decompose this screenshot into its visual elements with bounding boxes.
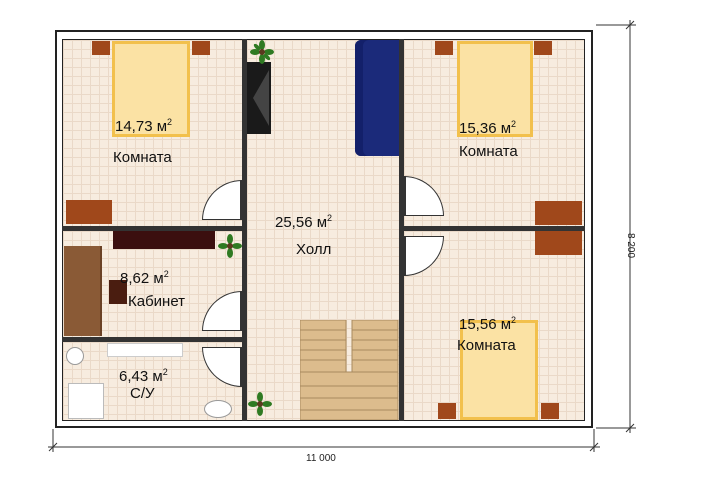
partition-left-horizontal-2 (62, 337, 243, 342)
dresser-top-right (535, 201, 582, 225)
plant-icon (250, 40, 274, 64)
shower-icon (68, 383, 104, 419)
nightstand-right-1 (435, 41, 453, 55)
nightstand-br-1 (438, 403, 456, 419)
inner-wall-bottom (62, 420, 585, 421)
bathroom-name: С/У (130, 385, 155, 402)
desk (64, 246, 102, 336)
bookshelf (113, 231, 215, 249)
dresser-top-left (66, 200, 112, 224)
nightstand-left-1 (92, 41, 110, 55)
partition-left-vertical (242, 39, 247, 421)
partition-right-vertical (399, 39, 404, 421)
bed-top-right (457, 41, 533, 137)
bedroom-top-right-area: 15,36 м2 (459, 119, 517, 137)
nightstand-left-2 (192, 41, 210, 55)
toilet-icon (204, 400, 232, 418)
door-bathroom (202, 347, 242, 387)
bed-bottom-right (460, 320, 538, 420)
study-name: Кабинет (128, 293, 186, 310)
dimension-height: 8 200 (625, 232, 637, 259)
inner-wall-top (62, 39, 585, 40)
plant-icon (248, 392, 272, 416)
nightstand-right-2 (534, 41, 552, 55)
outer-wall-top (55, 30, 593, 32)
hall-area: 25,56 м2 (275, 213, 333, 231)
bed-top-left (112, 41, 190, 137)
chair (109, 280, 127, 304)
dimension-width: 11 000 (306, 453, 336, 464)
outer-wall-left (55, 30, 57, 428)
outer-wall-bottom (55, 426, 593, 428)
hall-name: Холл (296, 241, 332, 258)
dresser-bottom-right (535, 231, 582, 255)
partition-left-horizontal-1 (62, 226, 243, 231)
plant-icon (218, 234, 242, 258)
partition-right-horizontal (403, 226, 585, 231)
study-area: 8,62 м2 (120, 269, 169, 287)
stairs (300, 320, 399, 420)
bathroom-area: 6,43 м2 (119, 367, 168, 385)
bedroom-top-left-name: Комната (113, 149, 172, 166)
bath-counter (107, 343, 183, 357)
nightstand-br-2 (541, 403, 559, 419)
sink-icon (66, 347, 84, 365)
outer-wall-right (591, 30, 593, 428)
bedroom-top-left-area: 14,73 м2 (115, 117, 173, 135)
sofa-icon (355, 40, 399, 156)
tv-icon (247, 62, 271, 134)
bedroom-bottom-right-name: Комната (457, 337, 516, 354)
bedroom-top-right-name: Комната (459, 143, 518, 160)
bedroom-bottom-right-area: 15,56 м2 (459, 315, 517, 333)
